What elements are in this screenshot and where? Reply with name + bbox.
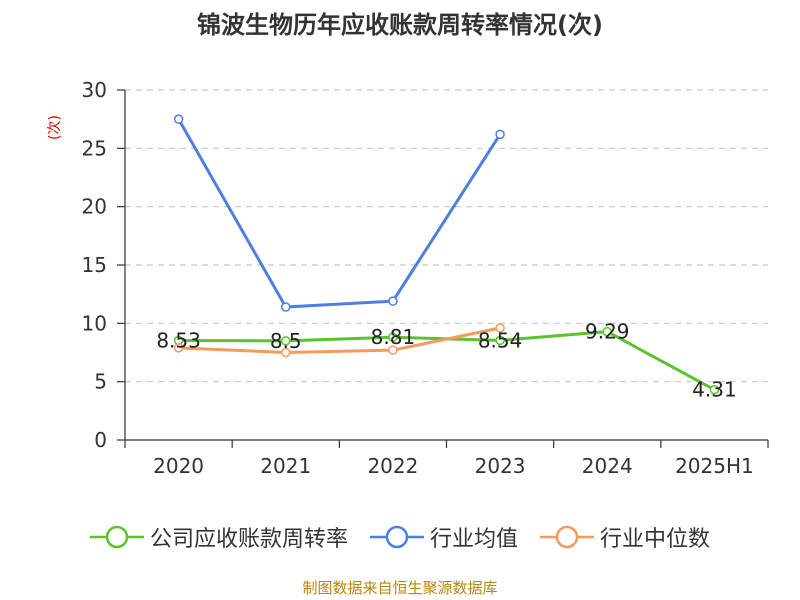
y-tick-label: 0 [94, 428, 107, 452]
y-tick-label: 30 [82, 78, 107, 102]
y-tick-label: 20 [82, 195, 107, 219]
x-tick-label: 2021 [260, 454, 311, 478]
data-point-marker [388, 345, 398, 355]
data-point-marker [173, 343, 184, 353]
series-line-2 [178, 326, 501, 354]
data-point-marker [281, 302, 291, 312]
y-tick-label: 5 [94, 370, 107, 394]
legend-line-circle-icon [540, 525, 594, 549]
x-tick-label: 2023 [475, 454, 526, 478]
legend-item[interactable]: 行业均值 [369, 521, 518, 553]
data-point-marker [495, 129, 505, 140]
data-point-marker [709, 384, 720, 395]
data-label: 8.54 [478, 328, 523, 352]
x-tick-label: 2025H1 [675, 454, 754, 478]
data-point-marker [173, 114, 184, 124]
data-point-marker [495, 323, 505, 333]
data-label: 8.5 [270, 329, 302, 353]
data-source-note: 制图数据来自恒生聚源数据库 [302, 579, 498, 597]
x-tick-label: 2020 [153, 454, 204, 478]
data-point-marker [281, 336, 291, 346]
chart-title: 锦波生物历年应收账款周转率情况(次) [197, 11, 603, 39]
legend-line-circle-icon [369, 525, 424, 549]
series-line-1 [177, 118, 502, 309]
legend-label: 行业中位数 [600, 527, 711, 552]
data-point-marker [495, 335, 505, 346]
legend-label: 公司应收账款周转率 [149, 527, 348, 552]
data-label: 8.81 [371, 325, 416, 349]
y-tick-label: 25 [82, 136, 107, 160]
chart-legend: 公司应收账款周转率 行业均值 行业中位数 [89, 519, 732, 555]
y-tick-label: 15 [82, 253, 107, 277]
legend-item[interactable]: 行业中位数 [540, 521, 710, 553]
legend-line-circle-icon [89, 525, 144, 549]
data-point-marker [388, 332, 398, 342]
y-tick-label: 10 [82, 311, 107, 335]
x-tick-label: 2024 [582, 454, 633, 478]
data-point-marker [602, 326, 612, 337]
legend-item[interactable]: 公司应收账款周转率 [89, 521, 348, 553]
data-point-marker [388, 296, 398, 306]
data-label: 9.29 [585, 320, 630, 344]
data-label: 8.53 [156, 328, 201, 352]
data-point-marker [281, 347, 291, 358]
x-tick-label: 2022 [367, 454, 418, 478]
data-label: 4.31 [692, 378, 737, 402]
legend-label: 行业均值 [429, 527, 518, 552]
